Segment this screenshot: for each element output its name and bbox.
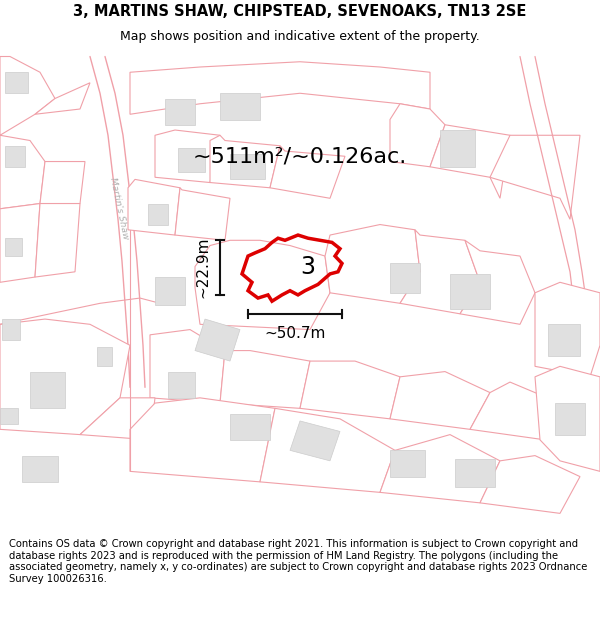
Polygon shape xyxy=(155,130,220,182)
Polygon shape xyxy=(300,361,400,419)
Text: 3: 3 xyxy=(301,254,316,279)
Polygon shape xyxy=(80,398,155,440)
Polygon shape xyxy=(0,135,45,209)
Text: ~511m²/~0.126ac.: ~511m²/~0.126ac. xyxy=(193,146,407,166)
Polygon shape xyxy=(455,459,495,487)
Polygon shape xyxy=(440,130,475,167)
Polygon shape xyxy=(128,179,180,235)
Polygon shape xyxy=(97,348,112,366)
Polygon shape xyxy=(380,434,500,503)
Polygon shape xyxy=(130,62,430,114)
Polygon shape xyxy=(390,451,425,477)
Polygon shape xyxy=(230,154,265,179)
Polygon shape xyxy=(390,372,490,429)
Polygon shape xyxy=(390,104,445,167)
Polygon shape xyxy=(195,240,330,329)
Polygon shape xyxy=(290,421,340,461)
Text: ~50.7m: ~50.7m xyxy=(265,326,326,341)
Polygon shape xyxy=(220,93,260,119)
Polygon shape xyxy=(390,263,420,292)
Polygon shape xyxy=(535,366,600,471)
Polygon shape xyxy=(5,72,28,93)
Polygon shape xyxy=(5,146,25,167)
Polygon shape xyxy=(0,408,18,424)
Polygon shape xyxy=(30,372,65,408)
Text: Contains OS data © Crown copyright and database right 2021. This information is : Contains OS data © Crown copyright and d… xyxy=(9,539,587,584)
Polygon shape xyxy=(130,398,275,482)
Polygon shape xyxy=(325,224,420,303)
Polygon shape xyxy=(2,319,20,340)
Polygon shape xyxy=(155,277,185,306)
Polygon shape xyxy=(220,351,310,408)
Polygon shape xyxy=(270,146,345,198)
Polygon shape xyxy=(168,372,195,398)
Polygon shape xyxy=(165,99,195,125)
Polygon shape xyxy=(430,125,510,198)
Polygon shape xyxy=(0,56,55,135)
Text: ~22.9m: ~22.9m xyxy=(195,237,210,298)
Polygon shape xyxy=(175,188,230,240)
Polygon shape xyxy=(450,274,490,309)
Polygon shape xyxy=(178,148,205,172)
Polygon shape xyxy=(150,329,225,403)
Text: Martin's Shaw: Martin's Shaw xyxy=(108,177,130,241)
Polygon shape xyxy=(40,161,85,204)
Text: 3, MARTINS SHAW, CHIPSTEAD, SEVENOAKS, TN13 2SE: 3, MARTINS SHAW, CHIPSTEAD, SEVENOAKS, T… xyxy=(73,4,527,19)
Polygon shape xyxy=(35,204,80,277)
Polygon shape xyxy=(195,319,240,361)
Polygon shape xyxy=(22,456,58,482)
Polygon shape xyxy=(230,414,270,440)
Polygon shape xyxy=(5,238,22,256)
Polygon shape xyxy=(260,408,395,492)
Polygon shape xyxy=(35,82,90,114)
Text: Map shows position and indicative extent of the property.: Map shows position and indicative extent… xyxy=(120,31,480,43)
Polygon shape xyxy=(210,135,280,188)
Polygon shape xyxy=(0,204,40,282)
Polygon shape xyxy=(460,240,535,324)
Polygon shape xyxy=(0,319,130,434)
Polygon shape xyxy=(555,403,585,434)
Polygon shape xyxy=(470,382,560,440)
Polygon shape xyxy=(548,324,580,356)
Polygon shape xyxy=(480,456,580,513)
Polygon shape xyxy=(490,135,580,219)
Polygon shape xyxy=(148,204,168,224)
Polygon shape xyxy=(535,282,600,377)
Polygon shape xyxy=(400,230,480,314)
